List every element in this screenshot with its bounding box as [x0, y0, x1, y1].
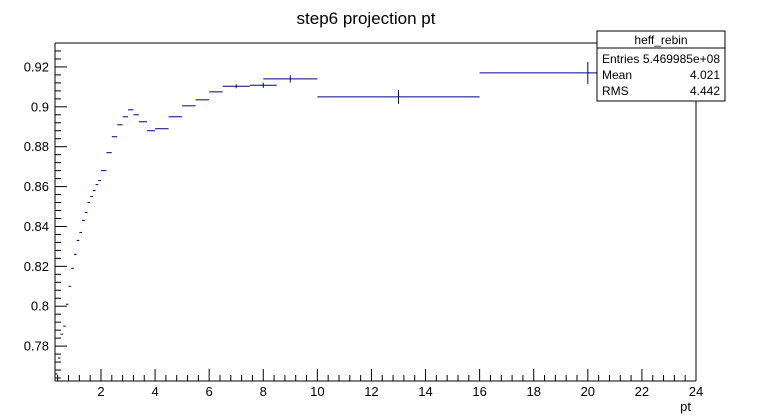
data-point	[317, 89, 480, 104]
x-tick-label: 2	[97, 384, 104, 399]
y-tick-label: 0.88	[24, 139, 49, 154]
y-tick-label: 0.84	[24, 219, 49, 234]
x-tick-label: 10	[310, 384, 324, 399]
stats-box: heff_rebin Entries 5.469985e+08 Mean 4.0…	[596, 30, 726, 102]
stats-box-title: heff_rebin	[634, 33, 687, 47]
y-tick-label: 0.8	[31, 299, 49, 314]
stats-mean-label: Mean	[602, 68, 632, 82]
y-axis-ticks: 0.78 0.8 0.82 0.84 0.86 0.88 0.9 0.92	[24, 42, 67, 379]
x-tick-label: 20	[581, 384, 595, 399]
x-tick-label: 18	[526, 384, 540, 399]
stats-rms-value: 4.442	[690, 84, 720, 98]
x-tick-label: 12	[364, 384, 378, 399]
stats-box-frame	[596, 30, 726, 102]
y-tick-label: 0.9	[31, 99, 49, 114]
x-tick-label: 8	[260, 384, 267, 399]
x-tick-label: 22	[635, 384, 649, 399]
x-tick-label: 6	[206, 384, 213, 399]
x-tick-label: 16	[472, 384, 486, 399]
y-tick-label: 0.92	[24, 59, 49, 74]
data-point	[249, 82, 277, 88]
stats-entries-value: 5.469985e+08	[643, 52, 720, 66]
stats-entries-label: Entries	[602, 52, 639, 66]
stats-mean-value: 4.021	[690, 68, 720, 82]
y-tick-label: 0.78	[24, 339, 49, 354]
x-tick-label: 4	[151, 384, 158, 399]
x-tick-label: 24	[689, 384, 703, 399]
data-point	[222, 84, 250, 89]
data-point	[263, 75, 318, 83]
chart-title: step6 projection pt	[297, 9, 436, 28]
y-tick-label: 0.82	[24, 259, 49, 274]
stats-rms-label: RMS	[602, 84, 629, 98]
y-tick-label: 0.86	[24, 179, 49, 194]
x-axis-title: pt	[680, 399, 691, 414]
x-tick-label: 14	[418, 384, 432, 399]
x-axis-ticks: 2 4 6 8 10 12 14 16 18 20 22 24	[57, 369, 703, 399]
